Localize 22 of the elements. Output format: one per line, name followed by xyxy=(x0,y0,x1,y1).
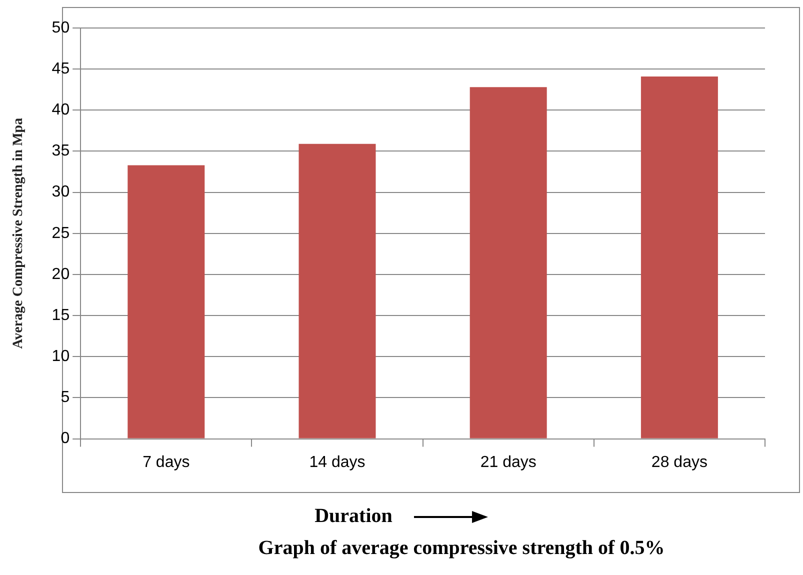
x-tick-label: 21 days xyxy=(480,454,536,471)
y-tick-label: 25 xyxy=(52,224,70,242)
x-tick-label: 7 days xyxy=(142,454,190,471)
y-tick-label: 15 xyxy=(52,306,70,324)
text: Graph of average compressive strength of 0.5% xyxy=(257,537,666,560)
bar xyxy=(470,87,547,438)
bar xyxy=(298,144,376,438)
x-axis-title: Duration xyxy=(314,505,392,528)
x-tick-label: 28 days xyxy=(651,454,708,471)
y-tick-label: 20 xyxy=(52,266,70,283)
y-tick-label: 30 xyxy=(52,184,70,201)
y-tick-label: 5 xyxy=(60,389,70,406)
bar xyxy=(640,76,718,438)
bar xyxy=(128,165,205,438)
y-tick-label: 40 xyxy=(52,102,70,119)
y-tick-label: 10 xyxy=(52,348,70,366)
x-tick-label: 14 days xyxy=(309,454,366,471)
y-tick-label: 45 xyxy=(52,60,70,78)
y-tick-label: 35 xyxy=(52,142,70,160)
y-axis-title: Average Compressive Strength in Mpa xyxy=(11,118,26,349)
y-tick-label: 0 xyxy=(60,430,70,448)
y-tick-label: 50 xyxy=(52,19,70,36)
